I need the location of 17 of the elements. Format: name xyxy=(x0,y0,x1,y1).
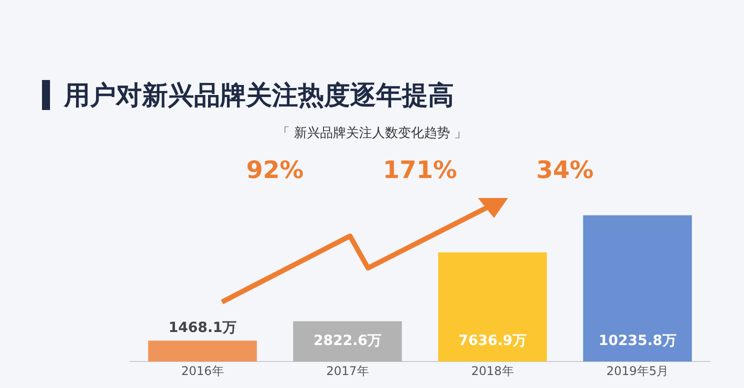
chart-subtitle: 「 新兴品牌关注人数变化趋势 」 xyxy=(276,125,468,142)
data-label: 2822.6万 xyxy=(313,333,382,350)
data-label: 10235.8万 xyxy=(598,333,676,350)
chart-title: 用户对新兴品牌关注热度逐年提高 xyxy=(64,80,454,113)
text: 92% xyxy=(246,156,304,184)
bar xyxy=(293,321,402,362)
text: 171% xyxy=(382,156,458,184)
bar xyxy=(583,215,692,362)
x-tick-label: 2017年 xyxy=(326,364,369,378)
x-tick-label: 2018年 xyxy=(471,364,514,378)
bar xyxy=(438,252,547,362)
x-tick-label: 2019年5月 xyxy=(606,364,669,378)
text: 34% xyxy=(536,156,594,184)
x-tick-label: 2016年 xyxy=(181,364,224,378)
data-label: 1468.1万 xyxy=(168,320,237,336)
data-label: 7636.9万 xyxy=(458,333,527,350)
bar xyxy=(148,340,257,362)
